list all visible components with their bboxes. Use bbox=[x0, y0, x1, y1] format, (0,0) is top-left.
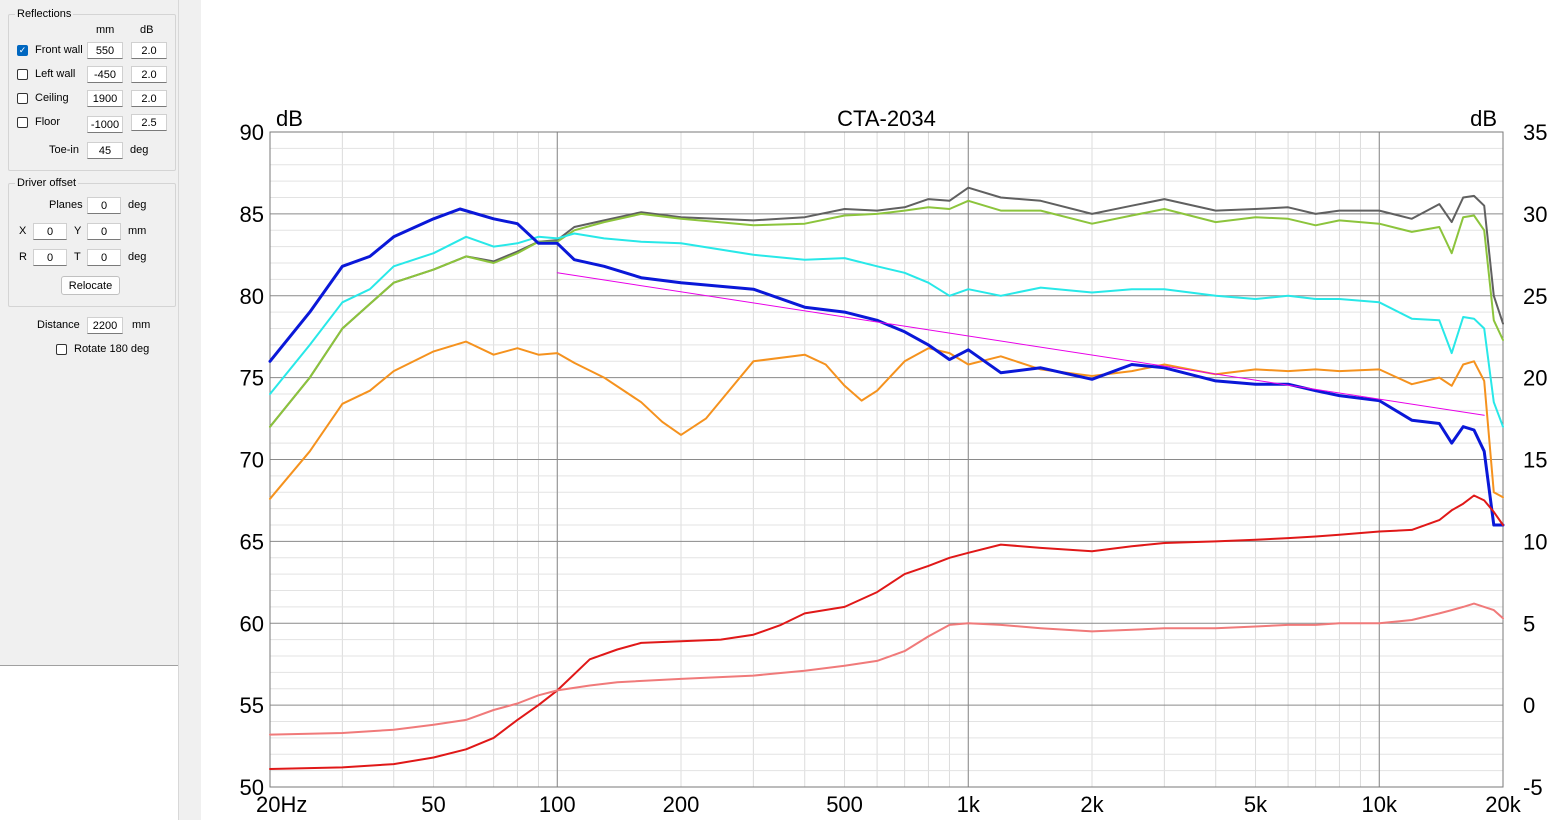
ceiling-mm-input[interactable]: 1900 bbox=[87, 90, 123, 107]
x-tick-label: 100 bbox=[539, 792, 576, 817]
left-wall-label: Left wall bbox=[35, 68, 76, 80]
x-tick-label: 200 bbox=[663, 792, 700, 817]
x-tick-label: 10k bbox=[1362, 792, 1398, 817]
series-line-4 bbox=[268, 207, 1505, 527]
x-tick-label: 500 bbox=[826, 792, 863, 817]
front-wall-db-input[interactable]: 2.0 bbox=[131, 42, 167, 59]
mm-column-header: mm bbox=[96, 24, 115, 36]
y-label: Y bbox=[74, 225, 82, 237]
y-left-tick-label: 75 bbox=[240, 366, 264, 391]
tick-labels: 20Hz 50 100 200 500 1k 2k 5k 10k 20k9085807570656… bbox=[240, 120, 1548, 817]
t-label: T bbox=[74, 251, 81, 263]
cta-2034-chart: 20Hz 50 100 200 500 1k 2k 5k 10k 20k9085807570656… bbox=[240, 106, 1548, 817]
x-tick-label: 20Hz bbox=[256, 792, 307, 817]
x-label: X bbox=[19, 225, 27, 237]
ceiling-db-input[interactable]: 2.0 bbox=[131, 90, 167, 107]
y-right-tick-label: 30 bbox=[1523, 202, 1547, 227]
rotate-checkbox[interactable] bbox=[56, 344, 67, 355]
x-tick-label: 1k bbox=[957, 792, 981, 817]
relocate-button[interactable]: Relocate bbox=[61, 276, 120, 295]
reflections-group bbox=[8, 14, 176, 171]
driver-offset-group bbox=[8, 183, 176, 307]
planes-label: Planes bbox=[49, 199, 83, 211]
x-tick-label: 50 bbox=[421, 792, 445, 817]
y-right-tick-label: 15 bbox=[1523, 448, 1547, 473]
distance-input[interactable]: 2200 bbox=[87, 317, 123, 334]
series-group bbox=[268, 186, 1505, 770]
front-wall-label: Front wall bbox=[35, 44, 83, 56]
floor-mm-input[interactable]: -1000 bbox=[87, 116, 123, 133]
planes-unit: deg bbox=[128, 199, 147, 211]
series-line-1 bbox=[269, 199, 1504, 428]
ceiling-checkbox[interactable] bbox=[17, 93, 28, 104]
y-right-tick-label: -5 bbox=[1523, 775, 1543, 800]
toe-in-unit: deg bbox=[130, 144, 149, 156]
x-tick-label: 2k bbox=[1080, 792, 1104, 817]
xy-unit: mm bbox=[128, 225, 147, 237]
right-axis-unit-label: dB bbox=[1470, 106, 1497, 131]
rotate-label: Rotate 180 deg bbox=[74, 343, 150, 355]
series-line-0 bbox=[269, 186, 1504, 428]
driver-offset-title: Driver offset bbox=[15, 177, 79, 189]
y-right-tick-label: 5 bbox=[1523, 611, 1535, 636]
r-label: R bbox=[19, 251, 27, 263]
major-grid bbox=[270, 132, 1503, 787]
series-line-6 bbox=[269, 494, 1504, 770]
planes-input[interactable]: 0 bbox=[87, 197, 121, 214]
y-left-tick-label: 80 bbox=[240, 284, 264, 309]
left-wall-mm-input[interactable]: -450 bbox=[87, 66, 123, 83]
y-input[interactable]: 0 bbox=[87, 223, 121, 240]
panel-scroll-gutter[interactable] bbox=[178, 0, 201, 820]
r-input[interactable]: 0 bbox=[33, 249, 67, 266]
left-lower-area bbox=[0, 665, 178, 821]
y-right-tick-label: 10 bbox=[1523, 529, 1547, 554]
reflections-title: Reflections bbox=[15, 8, 74, 20]
toe-in-label: Toe-in bbox=[49, 144, 79, 156]
front-wall-mm-input[interactable]: 550 bbox=[87, 42, 123, 59]
series-line-7 bbox=[269, 602, 1504, 736]
y-right-tick-label: 20 bbox=[1523, 366, 1547, 391]
x-tick-label: 5k bbox=[1244, 792, 1268, 817]
chart-title: CTA-2034 bbox=[837, 106, 936, 131]
plot-frame bbox=[269, 131, 1504, 788]
y-right-tick-label: 0 bbox=[1523, 693, 1535, 718]
floor-label: Floor bbox=[35, 116, 61, 128]
settings-panel: Reflections mm dB ✓ Front wall 550 2.0 L… bbox=[0, 0, 178, 665]
t-input[interactable]: 0 bbox=[87, 249, 121, 266]
y-right-tick-label: 25 bbox=[1523, 284, 1547, 309]
x-tick-label: 20k bbox=[1485, 792, 1521, 817]
y-left-tick-label: 85 bbox=[240, 202, 264, 227]
left-axis-unit-label: dB bbox=[276, 106, 303, 131]
y-left-tick-label: 65 bbox=[240, 529, 264, 554]
series-line-2 bbox=[269, 232, 1504, 428]
floor-checkbox[interactable] bbox=[17, 117, 28, 128]
distance-unit: mm bbox=[132, 319, 151, 331]
floor-db-input[interactable]: 2.5 bbox=[131, 114, 167, 131]
ceiling-label: Ceiling bbox=[35, 92, 69, 104]
left-wall-checkbox[interactable] bbox=[17, 69, 28, 80]
y-left-tick-label: 55 bbox=[240, 693, 264, 718]
series-line-5 bbox=[556, 272, 1485, 416]
distance-label: Distance bbox=[37, 319, 80, 331]
toe-in-input[interactable]: 45 bbox=[87, 142, 123, 159]
y-right-tick-label: 35 bbox=[1523, 120, 1547, 145]
front-wall-checkbox[interactable]: ✓ bbox=[17, 45, 28, 56]
left-wall-db-input[interactable]: 2.0 bbox=[131, 66, 167, 83]
db-column-header: dB bbox=[140, 24, 154, 36]
rt-unit: deg bbox=[128, 251, 147, 263]
y-left-tick-label: 90 bbox=[240, 120, 264, 145]
y-left-tick-label: 70 bbox=[240, 448, 264, 473]
y-left-tick-label: 60 bbox=[240, 611, 264, 636]
y-left-tick-label: 50 bbox=[240, 775, 264, 800]
x-input[interactable]: 0 bbox=[33, 223, 67, 240]
series-line-3 bbox=[269, 340, 1504, 500]
